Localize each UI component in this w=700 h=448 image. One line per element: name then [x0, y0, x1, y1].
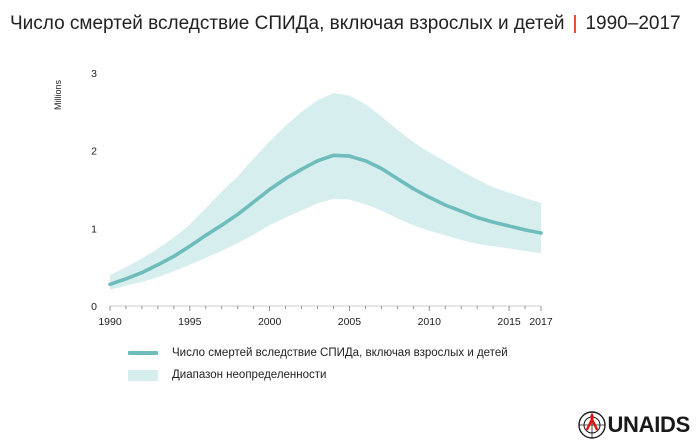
- legend-item-deaths: Число смертей вследствие СПИДа, включая …: [128, 342, 508, 364]
- deaths-line: [108, 153, 543, 287]
- x-tick-label: 1990: [98, 316, 122, 328]
- unaids-logo: UNAIDS: [577, 410, 690, 440]
- legend-item-uncertainty: Диапазон неопределенности: [128, 364, 508, 386]
- y-tick-label: 3: [91, 68, 97, 80]
- x-tick-label: 2017: [529, 316, 553, 328]
- x-tick-label: 1995: [178, 316, 202, 328]
- legend-label-uncertainty: Диапазон неопределенности: [172, 369, 327, 381]
- chart-title-years: 1990–2017: [585, 13, 681, 34]
- legend-swatch-band: [128, 369, 158, 381]
- legend-label-deaths: Число смертей вследствие СПИДа, включая …: [172, 347, 508, 359]
- x-tick-label: 2005: [338, 316, 362, 328]
- y-axis-label: Millions: [53, 80, 63, 111]
- chart-legend: Число смертей вследствие СПИДа, включая …: [128, 342, 508, 386]
- x-tick-label: 2010: [418, 316, 442, 328]
- logo-text: UNAIDS: [607, 412, 690, 437]
- y-tick-label: 1: [91, 223, 97, 235]
- y-tick-label: 0: [91, 301, 97, 313]
- un-emblem-icon: [578, 411, 607, 439]
- chart-title: Число смертей вследствие СПИДа, включая …: [10, 12, 690, 36]
- x-tick-label: 2000: [258, 316, 282, 328]
- y-tick-label: 2: [91, 146, 97, 158]
- title-separator: |: [572, 13, 578, 34]
- uncertainty-band: [110, 93, 541, 290]
- chart-title-main: Число смертей вследствие СПИДа, включая …: [10, 13, 565, 34]
- legend-swatch-line: [128, 351, 158, 355]
- x-tick-label: 2015: [497, 316, 521, 328]
